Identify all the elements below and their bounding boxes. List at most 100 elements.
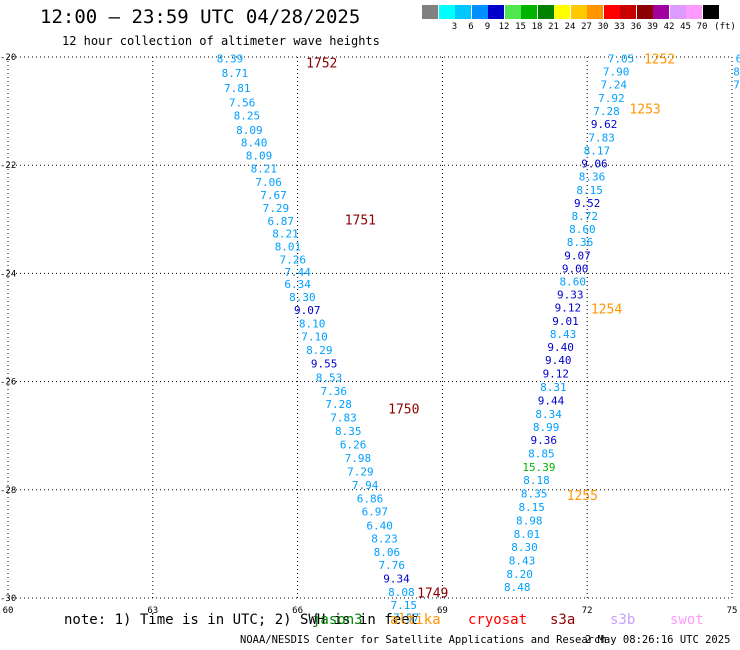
wave-height-label: 7.90: [603, 66, 630, 79]
scale-swatch: [702, 5, 719, 19]
wave-height-label: 6.87: [267, 215, 294, 228]
wave-height-label: 7.29: [347, 465, 374, 478]
wave-height-label: 7.10: [301, 331, 328, 344]
scale-swatch: [554, 5, 570, 19]
wave-height-label: 7.81: [224, 82, 251, 95]
wave-height-label: 6.83: [736, 53, 740, 66]
wave-height-label: 9.06: [581, 158, 608, 171]
wave-height-label: 7.28: [325, 398, 352, 411]
pass-number-label: 1252: [644, 53, 675, 68]
wave-height-label: 7.83: [330, 411, 357, 424]
wave-height-label: 8.15: [518, 501, 545, 514]
scale-swatch: [422, 5, 438, 19]
wave-height-label: 9.12: [555, 301, 582, 314]
wave-height-label: 9.01: [552, 315, 579, 328]
scale-label: 33: [614, 22, 625, 32]
scale-label: 15: [515, 22, 526, 32]
wave-height-label: 8.35: [521, 488, 548, 501]
wave-height-label: 8.09: [236, 124, 263, 137]
wave-height-label: 7.06: [255, 176, 282, 189]
satellite-legend-s3a: s3a: [550, 612, 576, 628]
y-tick-label: -20: [0, 53, 16, 63]
scale-swatch: [570, 5, 587, 19]
wave-height-label: 9.40: [545, 354, 572, 367]
wave-height-label: 8.36: [579, 171, 606, 184]
wave-height-label: 8.71: [222, 67, 249, 80]
wave-height-label: 8.34: [535, 408, 562, 421]
scale-swatch: [636, 5, 653, 19]
wave-height-label: 9.33: [557, 288, 584, 301]
satellite-legend-s3b: s3b: [610, 612, 636, 628]
scale-swatch: [603, 5, 620, 19]
pass-number-label: 1752: [306, 56, 337, 71]
wave-height-label: 9.34: [383, 573, 410, 586]
wave-height-label: 8.60: [569, 223, 596, 236]
wave-height-label: 7.29: [263, 202, 290, 215]
scale-label: 45: [680, 22, 691, 32]
wave-height-label: 6.40: [366, 520, 393, 533]
wave-height-label: 7.83: [588, 132, 615, 145]
wave-height-label: 6.86: [357, 492, 384, 505]
wave-height-label: 8.29: [306, 344, 333, 357]
wave-height-label: 6.97: [362, 505, 389, 518]
x-tick-label: 60: [3, 606, 14, 616]
wave-height-label: 7.44: [284, 266, 311, 279]
pass-number-label: 1255: [567, 489, 598, 504]
wave-height-label: 7.94: [352, 479, 379, 492]
wave-height-label: 9.44: [538, 395, 565, 408]
x-tick-label: 75: [727, 606, 738, 616]
wave-height-label: 9.12: [543, 367, 570, 380]
pass-number-label: 1751: [345, 213, 376, 228]
y-tick-label: -28: [0, 486, 16, 496]
x-tick-label: 66: [292, 606, 303, 616]
footer-timestamp: 2 May 08:26:16 UTC 2025: [585, 634, 731, 646]
scale-label: 39: [647, 22, 658, 32]
scale-label: 9: [484, 22, 491, 32]
wave-height-label: 7.92: [598, 92, 625, 105]
wave-height-label: 7.05: [608, 53, 635, 66]
wave-height-label: 8.21: [251, 162, 278, 175]
wave-height-label: 8.48: [504, 581, 531, 594]
pass-number-label: 1253: [629, 102, 660, 117]
wave-height-label: 7.98: [345, 452, 372, 465]
scale-swatch: [620, 5, 636, 19]
wave-height-label: 9.55: [311, 358, 338, 371]
scale-label: 6: [468, 22, 474, 32]
satellite-legend-jason3: jason3: [312, 612, 363, 628]
wave-height-label: 8.43: [509, 555, 536, 568]
wave-height-label: 9.62: [591, 118, 618, 131]
y-tick-label: -24: [0, 269, 16, 279]
footer: NOAA/NESDIS Center for Satellite Applica…: [240, 634, 730, 646]
wave-height-label: 8.18: [523, 474, 550, 487]
scale-label: 3: [451, 22, 458, 32]
x-tick-label: 69: [437, 606, 448, 616]
wave-height-label: 9.36: [531, 434, 558, 447]
pass-number-label: 1254: [591, 303, 622, 318]
scale-swatch: [653, 5, 669, 19]
wave-height-label: 8.15: [576, 184, 603, 197]
wave-height-label: 8.09: [246, 149, 273, 162]
wave-height-label: 15.39: [522, 461, 555, 474]
scale-swatch: [504, 5, 521, 19]
wave-height-label: 8.21: [272, 227, 299, 240]
wave-height-label: 8.85: [528, 448, 555, 461]
wave-height-label: 7.76: [378, 559, 405, 572]
pass-number-label: 1750: [388, 403, 419, 418]
scale-label: 24: [564, 22, 576, 32]
wave-height-label: 8.60: [559, 276, 586, 289]
wave-height-label: 8.72: [572, 210, 599, 223]
wave-height-label: 8.08: [388, 586, 415, 599]
wave-height-label: 8.01: [275, 240, 302, 253]
wave-height-label: 8.01: [733, 66, 740, 79]
scale-label: 42: [663, 22, 675, 32]
scale-unit: (ft): [714, 22, 736, 32]
wave-height-label: 8.40: [241, 136, 268, 149]
chart-subtitle: 12 hour collection of altimeter wave hei…: [62, 34, 380, 48]
wave-height-label: 7.60: [733, 79, 740, 92]
scale-swatch: [537, 5, 554, 19]
footer-credit: NOAA/NESDIS Center for Satellite Applica…: [240, 634, 607, 646]
wave-height-label: 8.35: [335, 425, 362, 438]
wave-height-label: 6.34: [284, 278, 311, 291]
scale-label: 21: [548, 22, 559, 32]
